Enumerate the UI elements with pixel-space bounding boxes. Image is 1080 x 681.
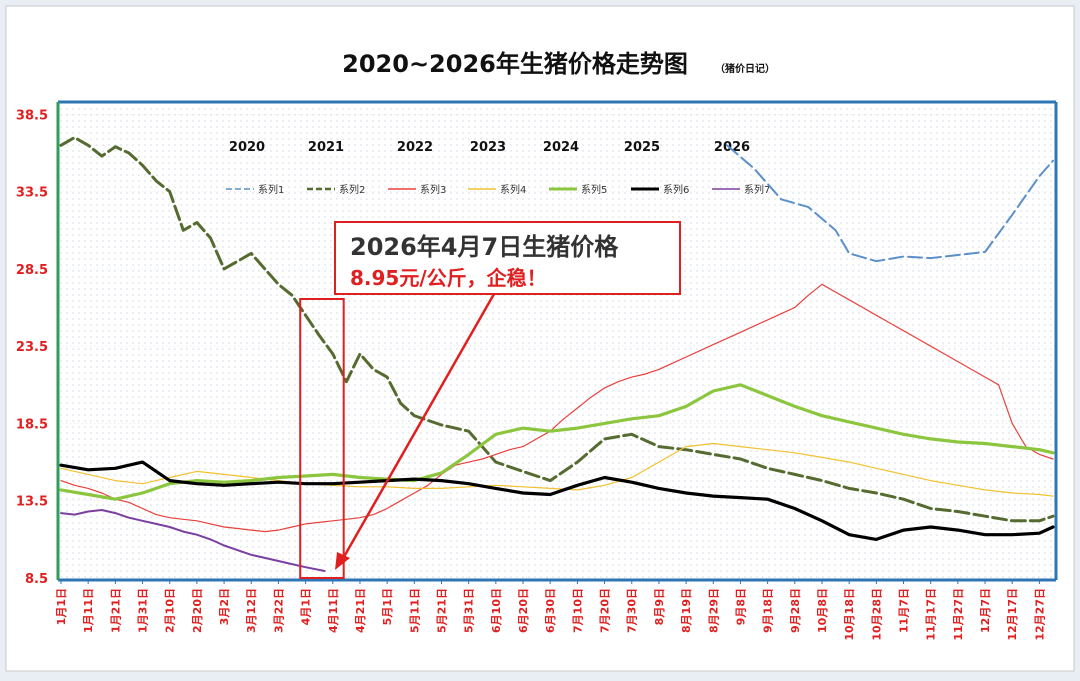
x-tick-label: 4月1日 xyxy=(300,588,313,625)
x-tick-label: 9月28日 xyxy=(789,588,802,633)
y-axis: 8.5 13.5 18.5 23.5 28.5 33.5 38.5 xyxy=(16,108,48,587)
x-tick-label: 7月10日 xyxy=(571,588,584,633)
x-tick-label: 11月7日 xyxy=(898,588,911,633)
series-line xyxy=(59,383,1055,501)
year-label: 2024 xyxy=(543,140,579,155)
series-line xyxy=(59,460,1055,541)
x-tick-label: 6月10日 xyxy=(490,588,503,633)
year-label: 2020 xyxy=(229,140,265,155)
y-tick-label: 28.5 xyxy=(16,263,48,278)
series-line xyxy=(60,283,1054,533)
x-tick-label: 2月10日 xyxy=(164,588,177,633)
chart-subtitle: （猪价日记） xyxy=(715,62,775,75)
x-tick-label: 9月18日 xyxy=(762,588,775,633)
x-tick-label: 1月11日 xyxy=(82,588,95,633)
x-tick-label: 5月11日 xyxy=(408,588,421,633)
year-label: 2026 xyxy=(714,140,750,155)
x-tick-label: 11月17日 xyxy=(925,588,938,641)
x-tick-label: 4月21日 xyxy=(354,588,367,633)
x-tick-label: 12月17日 xyxy=(1006,588,1019,641)
legend-label: 系列1 xyxy=(258,183,284,196)
x-tick-label: 3月12日 xyxy=(245,588,258,633)
x-tick-label: 12月27日 xyxy=(1033,588,1046,641)
x-tick-label: 8月19日 xyxy=(680,588,693,633)
x-tick-label: 5月21日 xyxy=(435,588,448,633)
x-tick-label: 1月31日 xyxy=(137,588,150,633)
y-tick-label: 18.5 xyxy=(16,417,48,432)
x-tick-label: 10月18日 xyxy=(843,588,856,641)
x-tick-label: 4月11日 xyxy=(327,588,340,633)
y-tick-label: 38.5 xyxy=(16,108,48,123)
x-tick-label: 1月1日 xyxy=(55,588,68,625)
y-tick-label: 23.5 xyxy=(16,340,48,355)
x-tick-label: 12月7日 xyxy=(979,588,992,633)
legend-label: 系列7 xyxy=(744,183,770,196)
series-line xyxy=(60,509,326,572)
x-tick-label: 6月30日 xyxy=(544,588,557,633)
x-tick-label: 7月30日 xyxy=(626,588,639,633)
year-labels: 2020 2021 2022 2023 2024 2025 2026 xyxy=(229,140,750,155)
x-tick-label: 3月2日 xyxy=(218,588,231,625)
legend-label: 系列4 xyxy=(500,183,526,196)
annotation: 2026年4月7日生猪价格 8.95元/公斤，企稳！ xyxy=(299,221,681,579)
x-tick-label: 3月22日 xyxy=(272,588,285,633)
x-tick-label: 1月21日 xyxy=(109,588,122,633)
y-tick-label: 8.5 xyxy=(25,572,48,587)
x-tick-label: 8月29日 xyxy=(707,588,720,633)
annotation-arrow-head xyxy=(335,552,350,570)
highlight-rect xyxy=(299,298,345,579)
x-tick-label: 2月20日 xyxy=(191,588,204,633)
x-tick-label: 11月27日 xyxy=(952,588,965,641)
x-tick-label: 9月8日 xyxy=(734,588,747,625)
legend-label: 系列2 xyxy=(339,183,365,196)
legend-label: 系列5 xyxy=(581,183,607,196)
x-tick-label: 5月1日 xyxy=(381,588,394,625)
year-label: 2021 xyxy=(308,140,344,155)
annotation-arrow-line xyxy=(339,293,496,563)
x-tick-label: 7月20日 xyxy=(599,588,612,633)
annotation-box xyxy=(334,221,681,295)
x-tick-label: 10月8日 xyxy=(816,588,829,633)
series-line xyxy=(725,144,1054,263)
legend-label: 系列3 xyxy=(420,183,446,196)
plot-area xyxy=(58,102,1056,580)
annotation-line1: 2026年4月7日生猪价格 xyxy=(350,233,619,261)
legend: 系列1 系列2 系列3 系列4 系列5 系列6 系列7 xyxy=(226,183,770,196)
series-line xyxy=(59,136,1055,523)
legend-label: 系列6 xyxy=(663,183,689,196)
x-tick-label: 6月20日 xyxy=(517,588,530,633)
x-tick-label: 8月9日 xyxy=(653,588,666,625)
y-tick-label: 33.5 xyxy=(16,186,48,201)
year-label: 2022 xyxy=(397,140,433,155)
year-label: 2023 xyxy=(470,140,506,155)
annotation-line2: 8.95元/公斤，企稳！ xyxy=(350,266,547,290)
x-tick-label: 5月31日 xyxy=(463,588,476,633)
year-label: 2025 xyxy=(624,140,660,155)
x-tick-label: 10月28日 xyxy=(870,588,883,641)
chart-title: 2020~2026年生猪价格走势图 xyxy=(342,50,688,78)
y-tick-label: 13.5 xyxy=(16,495,48,510)
series-group xyxy=(59,136,1055,572)
x-axis: 1月1日 1月11日 1月21日 1月31日 2月10日 2月20日 3月2日 3月12日 3月… xyxy=(55,580,1046,641)
